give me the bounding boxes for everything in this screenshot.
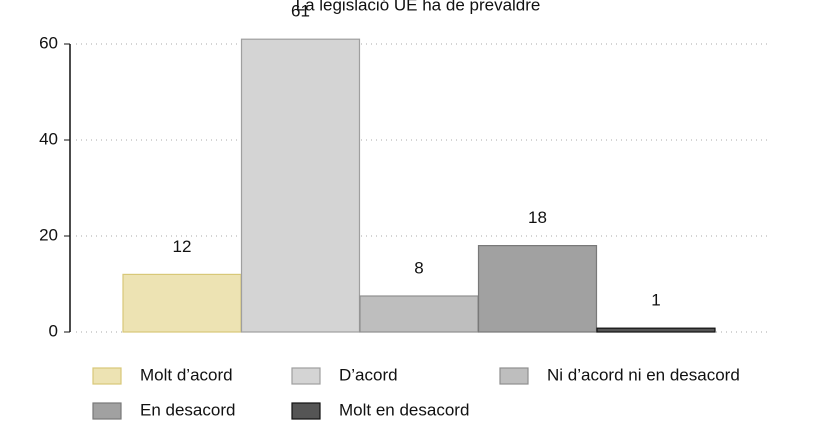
legend-swatch: [291, 402, 321, 420]
bar: [477, 245, 598, 333]
bar: [240, 38, 361, 333]
bar: [359, 295, 479, 333]
bar: [122, 273, 242, 333]
data-label: 61: [291, 2, 310, 21]
legend-swatch: [92, 402, 122, 420]
legend-label: Ni d’acord ni en desacord: [547, 365, 740, 384]
data-label: 8: [414, 258, 423, 277]
data-label: 12: [173, 237, 192, 256]
legend-label: D’acord: [339, 365, 398, 384]
data-label: 1: [651, 291, 660, 310]
chart-title: La legislació UE ha de prevaldre: [296, 0, 541, 14]
legend-label: Molt en desacord: [339, 400, 469, 419]
legend-swatch: [499, 367, 529, 385]
y-tick-label: 40: [39, 129, 58, 148]
legend-label: Molt d’acord: [140, 365, 233, 384]
legend-swatch: [92, 367, 122, 385]
legend-swatch: [291, 367, 321, 385]
legend-label: En desacord: [140, 400, 235, 419]
y-tick-label: 20: [39, 225, 58, 244]
bar: [596, 327, 716, 333]
y-tick-label: 0: [49, 321, 58, 340]
data-label: 18: [528, 208, 547, 227]
y-tick-label: 60: [39, 33, 58, 52]
